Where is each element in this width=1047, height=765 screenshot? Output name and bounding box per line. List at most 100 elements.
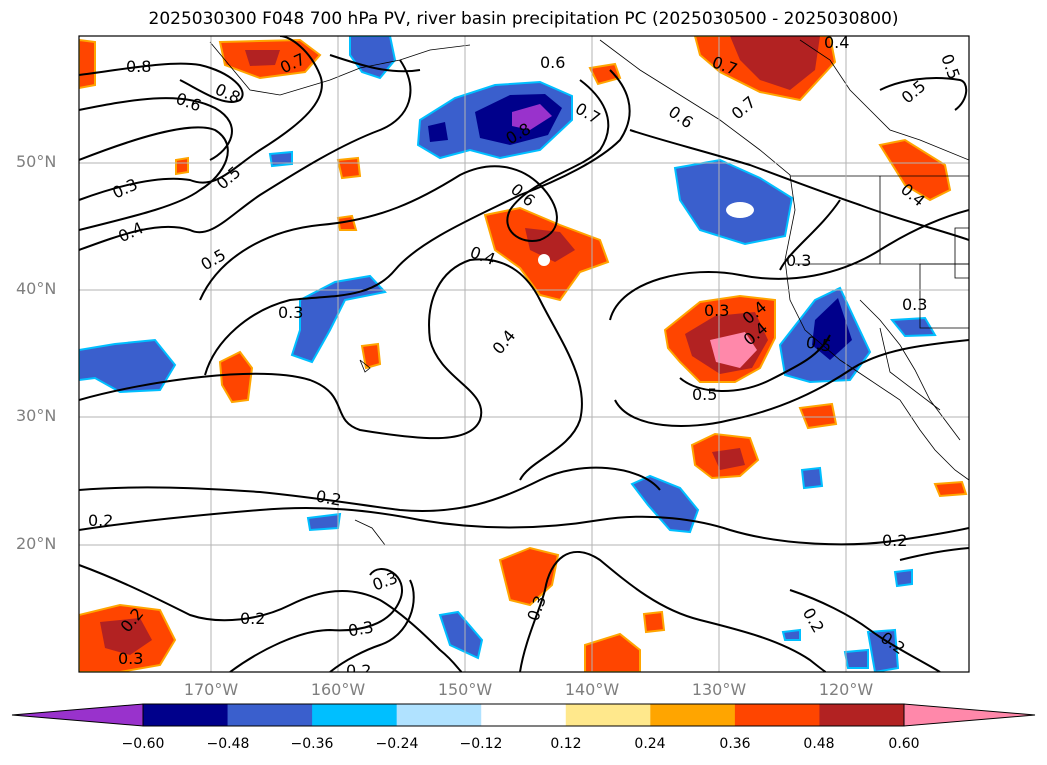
precip-negative-area: [866, 628, 900, 672]
coastline-layer: [209, 39, 969, 546]
lon-label-130w: 130°W: [691, 680, 747, 699]
contour-label: 0.3: [118, 649, 143, 668]
pv-contour: [199, 79, 610, 301]
colorbar-low-extend: [11, 703, 144, 727]
lat-label-30n: 30°N: [16, 406, 57, 425]
precip-negative-area: [781, 628, 801, 641]
island: [354, 519, 386, 546]
contour-label: 0.3: [786, 251, 811, 270]
pv-contour-layer: [79, 36, 969, 672]
colorbar: [11, 703, 1036, 727]
precip-positive-area: [878, 138, 952, 202]
pv-contour: [79, 62, 244, 103]
pv-contour: [679, 334, 831, 392]
precip-negative-area: [800, 466, 824, 490]
colorbar-box: [143, 704, 229, 726]
pv-contour: [899, 547, 969, 561]
border-line: [919, 263, 969, 329]
precip-negative-area: [268, 150, 293, 168]
lat-label-40n: 40°N: [16, 279, 57, 298]
precip-positive-area: [584, 632, 641, 672]
precip-positive-area: [79, 38, 96, 90]
precip-negative-core: [428, 122, 448, 142]
colorbar-tick: 0.24: [634, 736, 666, 752]
lat-label-50n: 50°N: [16, 152, 57, 171]
lon-label-170w: 170°W: [183, 680, 239, 699]
precip-positive-area: [336, 214, 358, 231]
pv-contour: [329, 579, 415, 672]
pv-contour: [79, 258, 583, 481]
coastline: [599, 39, 969, 481]
colorbar-high-extend: [903, 703, 1036, 727]
pv-contour: [79, 507, 969, 546]
precip-positive-area: [933, 480, 968, 498]
pv-contour: [789, 589, 941, 672]
colorbar-box: [565, 704, 651, 726]
precip-negative-area: [893, 568, 913, 588]
contour-label: 0.3: [704, 301, 729, 320]
colorbar-tick: −0.60: [121, 736, 165, 752]
pv-contour: [629, 129, 969, 241]
pv-contour: [79, 466, 661, 512]
colorbar-tick: 0.48: [803, 736, 835, 752]
contour-label: 0.2: [346, 661, 371, 680]
precip-negative-area: [438, 610, 484, 660]
precip-positive-area: [360, 342, 382, 370]
map-frame: [78, 35, 970, 673]
lat-label-20n: 20°N: [16, 534, 57, 553]
precip-positive-area: [218, 350, 254, 404]
contour-label: 0.3: [347, 617, 375, 640]
colorbar-boxes: [143, 704, 905, 726]
colorbar-box: [650, 704, 736, 726]
colorbar-tick: −0.12: [459, 736, 503, 752]
contour-label: 0.4: [824, 33, 849, 52]
precip-negative-area: [306, 512, 342, 532]
map-title: 2025030300 F048 700 hPa PV, river basin …: [148, 9, 899, 29]
border-line: [954, 227, 969, 279]
precip-fill-layer: [79, 36, 968, 672]
precip-positive-area: [175, 156, 189, 176]
contour-label: 0.2: [88, 511, 113, 530]
precip-negative-area: [79, 338, 177, 394]
colorbar-box: [227, 704, 313, 726]
precip-positive-area: [336, 156, 362, 180]
coastline: [859, 299, 961, 441]
border-line: [879, 327, 941, 411]
colorbar-tick: −0.48: [206, 736, 250, 752]
lon-label-160w: 160°W: [310, 680, 366, 699]
pv-contour: [79, 564, 463, 672]
pv-contour: [229, 568, 403, 672]
pv-contour: [779, 199, 841, 271]
colorbar-box: [819, 704, 905, 726]
precip-positive-core: [525, 228, 575, 262]
pv-contour: [879, 77, 968, 111]
precip-positive-area: [588, 62, 622, 86]
colorbar-tick: −0.36: [290, 736, 334, 752]
contour-label: 0.2: [240, 609, 265, 628]
precip-positive-core: [100, 618, 152, 655]
gridlines: [79, 36, 969, 672]
colorbar-box: [481, 704, 567, 726]
pv-contour: [519, 550, 827, 672]
precip-negative-area: [673, 158, 794, 246]
island: [359, 359, 371, 373]
pv-contour: [329, 54, 421, 73]
colorbar-box: [312, 704, 398, 726]
map-plot-area: 0.8 0.7 0.6 0.8 0.3 0.4 0.5 0.5 0.3 0.6 …: [79, 33, 969, 680]
precip-positive-area: [642, 610, 666, 634]
precip-positive-peak: [710, 332, 757, 368]
precip-positive-area: [798, 402, 838, 430]
lon-label-120w: 120°W: [818, 680, 874, 699]
contour-label: 0.8: [126, 57, 151, 76]
contour-label: 0.3: [278, 303, 303, 322]
precip-positive-core: [712, 448, 745, 470]
precip-positive-core: [245, 50, 280, 66]
colorbar-tick: 0.12: [550, 736, 582, 752]
pv-contour: [204, 69, 631, 376]
precip-negative-area: [843, 648, 869, 669]
lon-label-150w: 150°W: [437, 680, 493, 699]
coastline: [799, 39, 969, 161]
colorbar-tick: −0.24: [375, 736, 419, 752]
colorbar-tick: 0.60: [888, 736, 920, 752]
